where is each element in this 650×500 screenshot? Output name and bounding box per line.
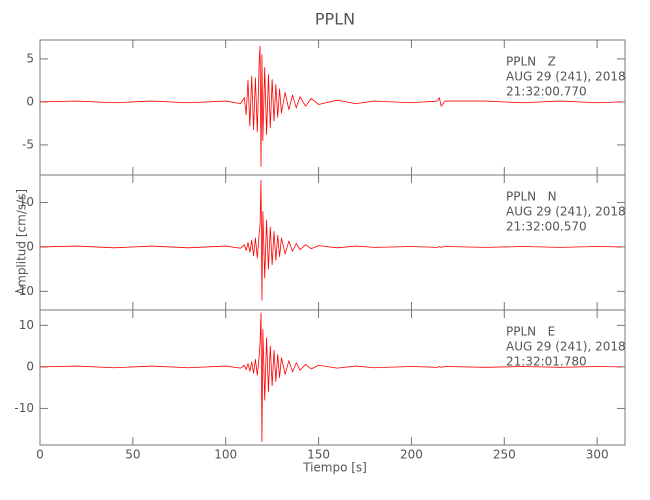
annotation: 21:32:00.570 <box>506 220 587 234</box>
annotation: AUG 29 (241), 2018 <box>506 340 626 354</box>
y-tick-label: 10 <box>19 318 34 332</box>
y-axis-label: Amplitud [cm/s/s] <box>15 189 29 295</box>
x-tick-label: 300 <box>586 448 609 462</box>
x-tick-label: 150 <box>307 448 330 462</box>
annotation: AUG 29 (241), 2018 <box>506 70 626 84</box>
annotation: 21:32:00.770 <box>506 85 587 99</box>
waveform <box>39 312 622 443</box>
x-tick-label: 250 <box>493 448 516 462</box>
chart-title: PPLN <box>315 10 355 29</box>
y-tick-label: -10 <box>14 401 34 415</box>
waveform <box>39 45 622 167</box>
waveform <box>39 179 622 301</box>
x-tick-label: 50 <box>125 448 140 462</box>
y-tick-label: 0 <box>26 239 34 253</box>
annotation: AUG 29 (241), 2018 <box>506 205 626 219</box>
panel-frame <box>39 309 626 446</box>
annotation: PPLN E <box>506 325 555 339</box>
y-tick-label: 10 <box>19 195 34 209</box>
annotation: PPLN Z <box>506 55 556 69</box>
x-axis-label: Tiempo [s] <box>302 461 367 475</box>
y-tick-label: 0 <box>26 94 34 108</box>
annotation: 21:32:01.780 <box>506 355 587 369</box>
x-tick-label: 0 <box>36 448 44 462</box>
x-tick-label: 200 <box>400 448 423 462</box>
x-tick-label: 100 <box>214 448 237 462</box>
annotation: PPLN N <box>506 190 557 204</box>
y-tick-label: -5 <box>22 137 34 151</box>
y-tick-label: -10 <box>14 284 34 298</box>
y-tick-label: 0 <box>26 359 34 373</box>
y-tick-label: 5 <box>26 51 34 65</box>
